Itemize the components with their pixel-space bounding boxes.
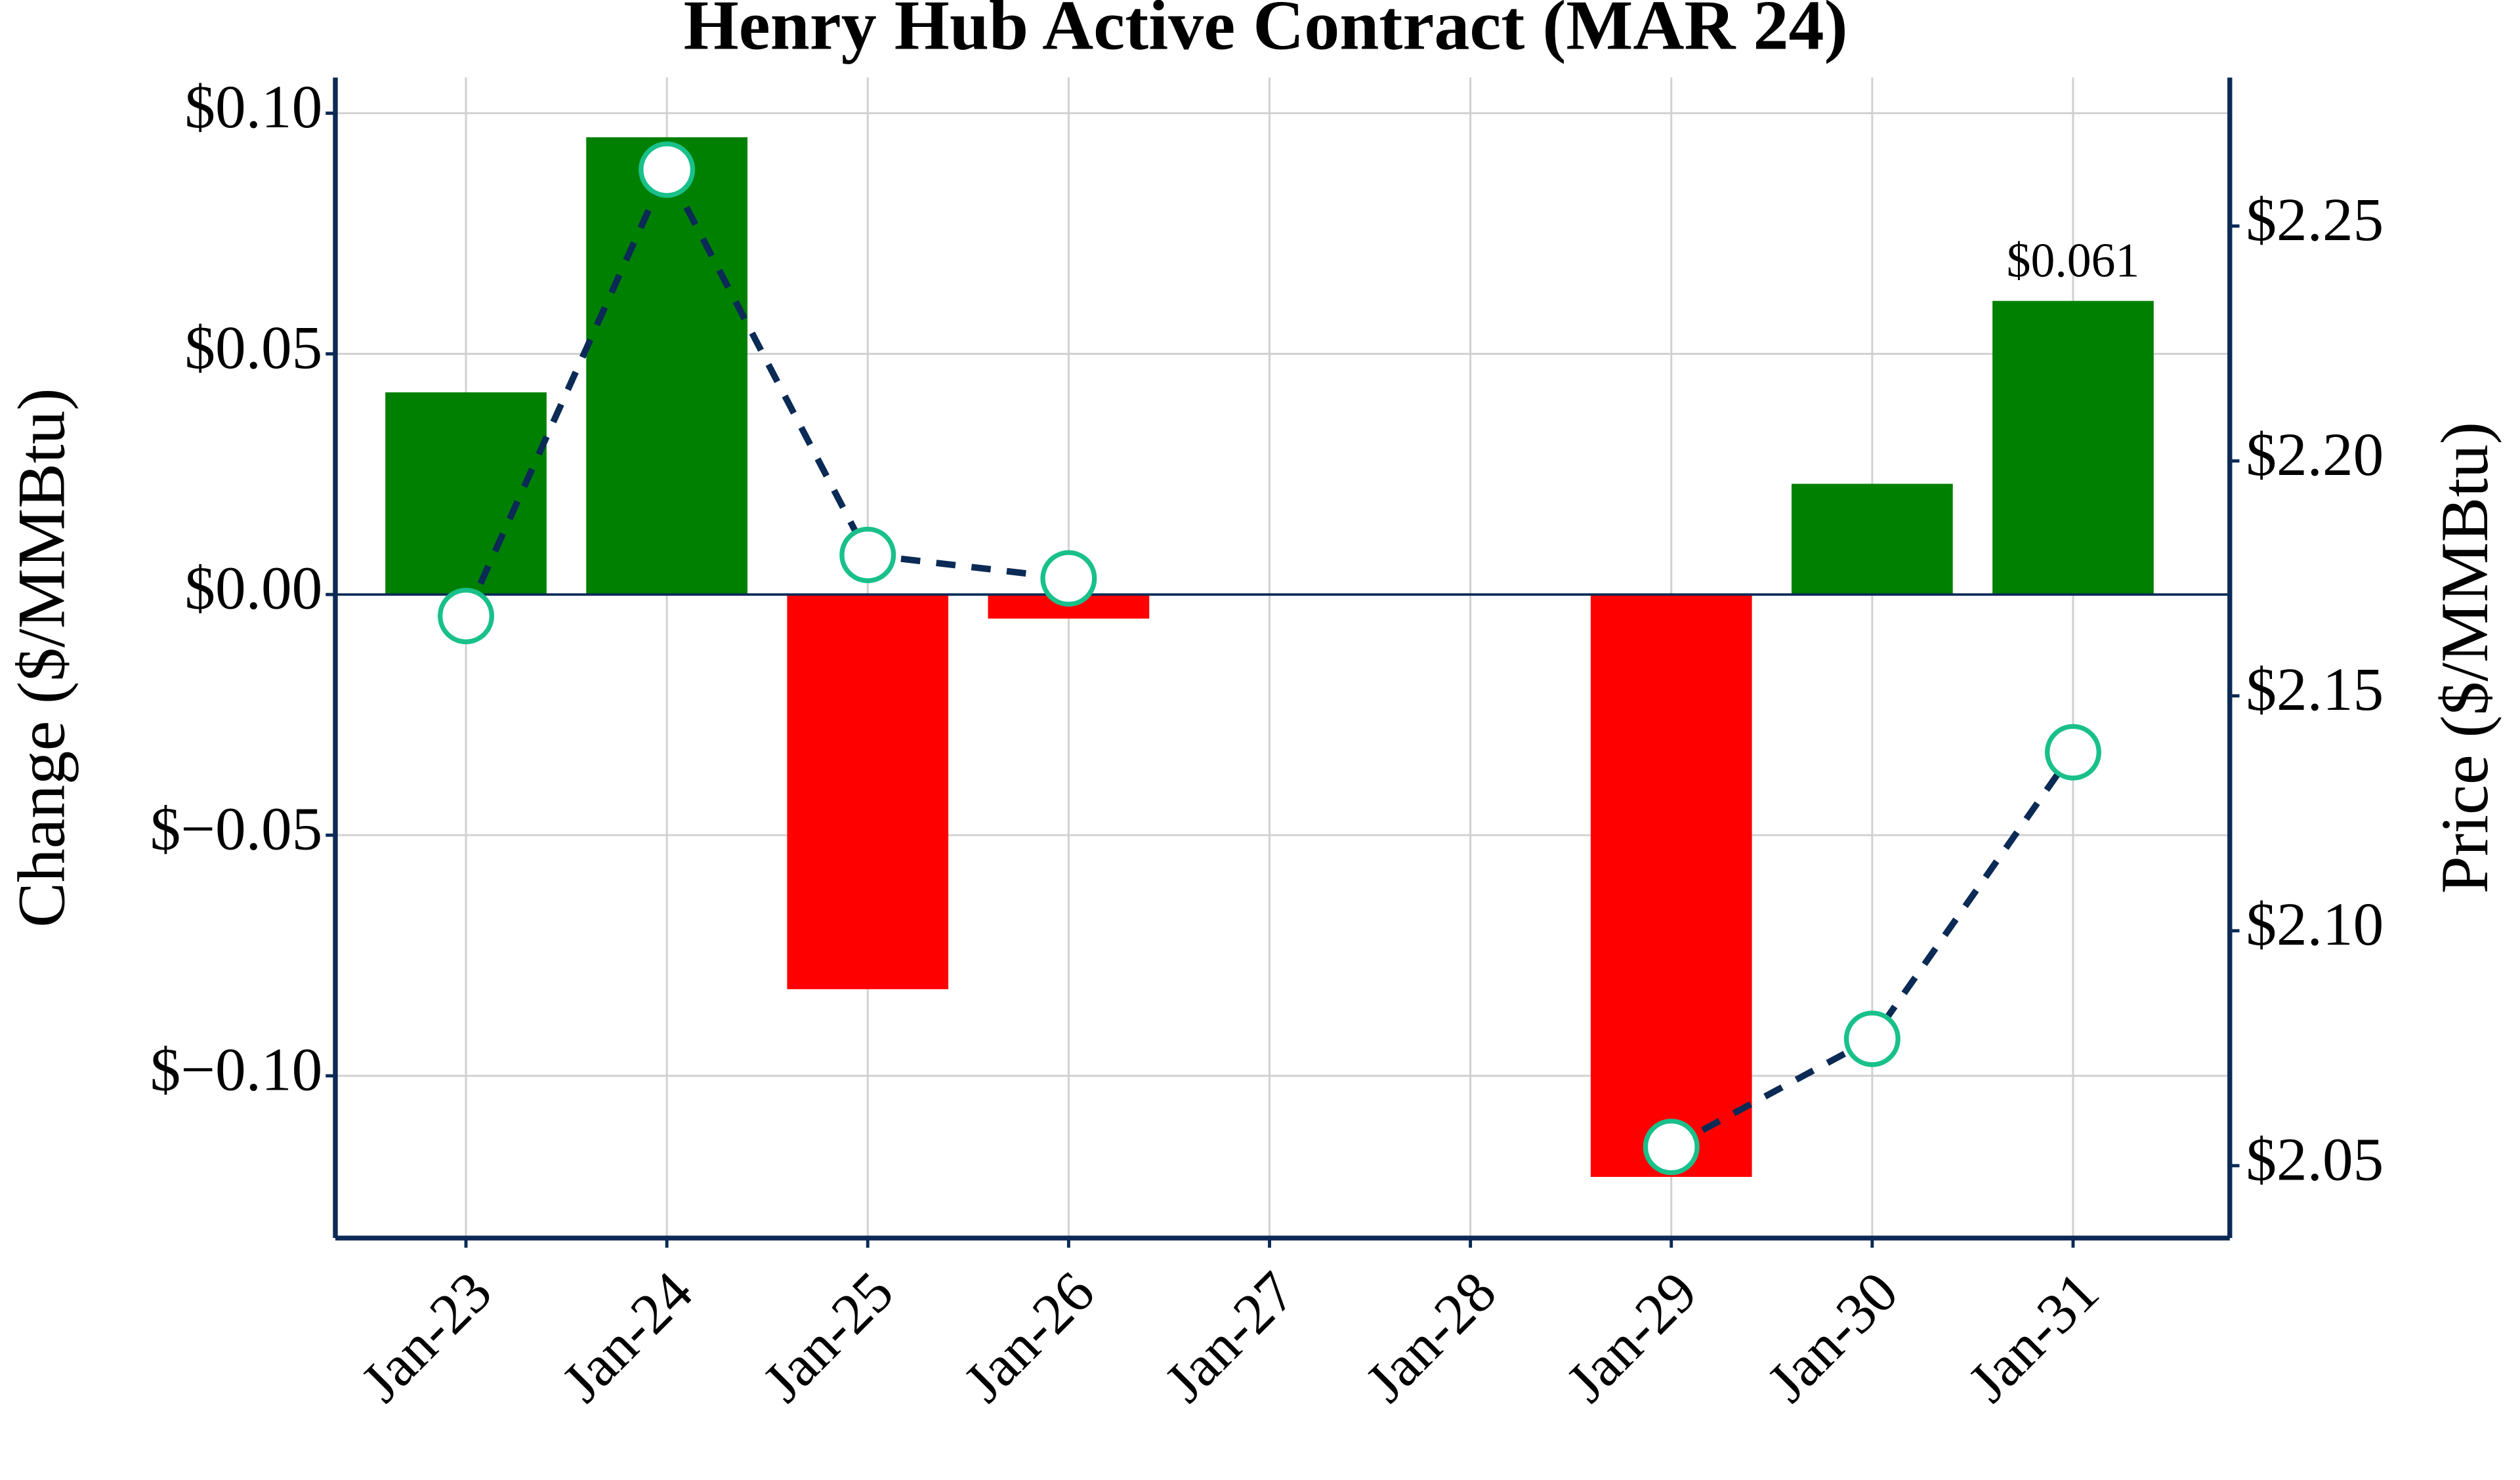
x-tick-label: Jan-31 <box>1956 1260 2111 1414</box>
price-marker <box>639 141 696 198</box>
bar <box>1590 594 1752 1177</box>
y-tick-label: $−0.10 <box>150 1036 323 1103</box>
y-tick-label: $0.10 <box>184 73 322 141</box>
x-tick-label: Jan-29 <box>1555 1260 1710 1414</box>
price-marker <box>1643 1119 1700 1176</box>
y2-tick-label: $2.05 <box>2246 1126 2384 1193</box>
price-marker <box>1040 550 1097 607</box>
x-tick-label: Jan-26 <box>952 1260 1106 1414</box>
x-tick-label: Jan-27 <box>1152 1260 1307 1414</box>
x-tick-label: Jan-25 <box>751 1260 906 1414</box>
price-marker <box>438 587 495 644</box>
y-tick-label: $0.00 <box>184 555 322 623</box>
bar <box>586 137 747 595</box>
x-tick-label: Jan-30 <box>1755 1260 1910 1414</box>
y2-tick-label: $2.25 <box>2246 186 2384 254</box>
y-tick-label: $−0.05 <box>150 795 323 863</box>
x-tick-label: Jan-28 <box>1354 1260 1509 1414</box>
y-axis-label: Change ($/MMBtu) <box>4 388 79 927</box>
price-marker <box>2044 724 2101 781</box>
chart-title: Henry Hub Active Contract (MAR 24) <box>684 0 1848 64</box>
bar <box>385 392 547 595</box>
value-label: $0.061 <box>2007 234 2140 287</box>
x-tick-label: Jan-23 <box>349 1260 504 1414</box>
bar <box>1992 300 2154 595</box>
y-tick-label: $0.05 <box>184 314 322 382</box>
y2-tick-label: $2.15 <box>2246 656 2384 724</box>
price-marker <box>1843 1010 1900 1067</box>
bar <box>787 594 949 989</box>
y2-tick-label: $2.20 <box>2246 421 2384 489</box>
x-tick-label: Jan-24 <box>550 1260 705 1414</box>
y2-tick-label: $2.10 <box>2246 891 2384 958</box>
price-marker <box>839 526 896 583</box>
bar <box>1792 483 1953 595</box>
y2-axis-label: Price ($/MMBtu) <box>2427 422 2502 894</box>
